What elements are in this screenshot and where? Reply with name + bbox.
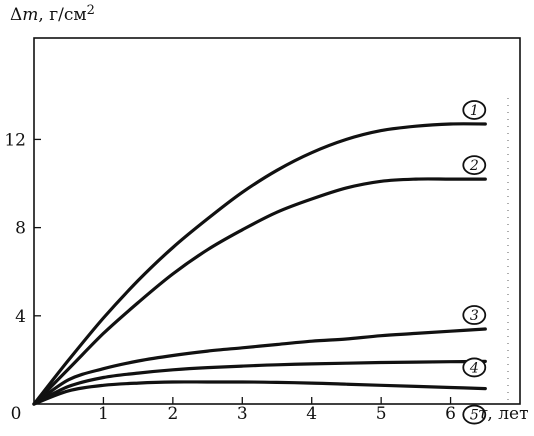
series-2-marker-circle bbox=[462, 155, 487, 176]
x-tick-label-1: 1 bbox=[98, 404, 109, 424]
origin-label: 0 bbox=[11, 404, 22, 424]
series-1-marker: 1 bbox=[462, 100, 487, 120]
series-2-marker-label: 2 bbox=[469, 158, 479, 174]
series-1-line bbox=[32, 122, 487, 406]
series-3-marker-circle bbox=[462, 305, 487, 325]
series-2-line bbox=[32, 177, 487, 406]
series-1-marker-label: 1 bbox=[470, 103, 479, 119]
series-5-marker-circle bbox=[462, 404, 487, 425]
x-axis-title: τ, лет bbox=[478, 404, 528, 424]
series-2-marker: 2 bbox=[462, 155, 487, 176]
series-5-marker: 5 bbox=[462, 404, 487, 425]
series-4-marker-label: 4 bbox=[469, 360, 479, 376]
series-4-marker: 4 bbox=[462, 357, 487, 378]
x-tick-label-2: 2 bbox=[167, 404, 178, 424]
y-axis-title: Δm, г/см2 bbox=[10, 3, 95, 25]
x-tick-label-6: 6 bbox=[445, 404, 456, 424]
curves bbox=[32, 122, 487, 406]
y-tick-label-4: 4 bbox=[15, 307, 26, 327]
curve-markers: 1 2 3 4 5 bbox=[462, 100, 487, 425]
plot-area-border bbox=[33, 37, 521, 405]
series-3-marker: 3 bbox=[462, 305, 487, 325]
series-3-line bbox=[32, 327, 487, 406]
x-tick-label-4: 4 bbox=[306, 404, 317, 424]
x-tick-label-5: 5 bbox=[376, 404, 387, 424]
series-1-marker-circle bbox=[462, 100, 487, 120]
series-4-marker-circle bbox=[462, 357, 487, 378]
x-tick-label-3: 3 bbox=[237, 404, 248, 424]
series-4-line bbox=[32, 359, 487, 406]
plot-frame bbox=[33, 37, 521, 405]
y-tick-label-8: 8 bbox=[15, 219, 26, 239]
series-5-marker-label: 5 bbox=[470, 408, 479, 424]
series-5-line bbox=[32, 380, 487, 406]
series-3-marker-label: 3 bbox=[470, 308, 479, 324]
y-tick-label-12: 12 bbox=[4, 130, 26, 150]
